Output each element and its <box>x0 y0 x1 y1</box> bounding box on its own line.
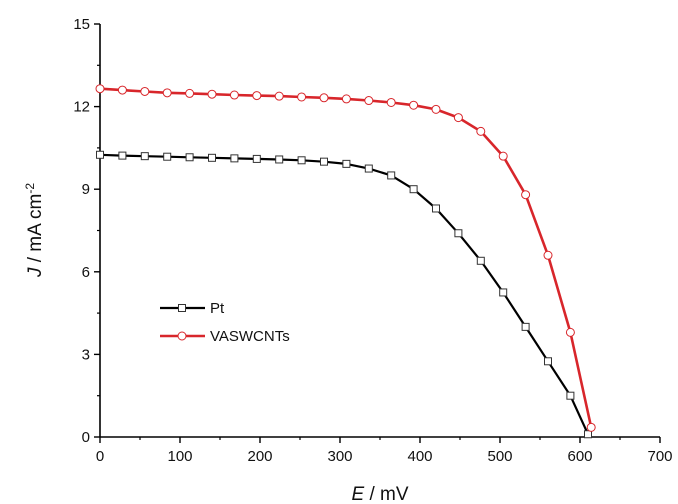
data-point <box>476 256 485 265</box>
y-axis-title: J / mA cm-2 <box>23 183 46 278</box>
x-tick-label: 600 <box>567 448 592 465</box>
data-point <box>386 97 396 107</box>
data-point <box>498 151 508 161</box>
data-point <box>96 150 104 159</box>
data-point <box>409 100 419 110</box>
data-point <box>342 159 351 168</box>
series-layer <box>95 84 596 439</box>
data-point <box>118 151 127 160</box>
data-point <box>229 90 239 100</box>
data-point <box>543 250 553 260</box>
y-tick-label: 12 <box>73 99 90 116</box>
axes: 0 100 200 300 400 500 600 700 0 3 6 9 12 15 <box>73 16 672 465</box>
data-point <box>297 156 306 165</box>
data-point <box>252 154 261 163</box>
x-tick-label: 400 <box>407 448 432 465</box>
y-tick-label: 15 <box>73 16 90 33</box>
data-point <box>208 153 216 162</box>
data-point <box>521 190 531 200</box>
data-point <box>431 104 441 114</box>
x-tick-label: 500 <box>487 448 512 465</box>
data-point <box>432 204 440 213</box>
y-tick-label: 9 <box>82 181 90 198</box>
data-point <box>341 94 351 104</box>
legend-label: VASWCNTs <box>210 328 290 345</box>
x-tick-label: 100 <box>167 448 192 465</box>
series-line-1 <box>99 87 593 428</box>
data-point <box>454 229 463 238</box>
data-point <box>162 88 172 98</box>
data-point <box>565 327 575 337</box>
data-point <box>319 93 329 103</box>
data-point <box>499 288 508 297</box>
data-point <box>275 155 284 164</box>
data-point <box>297 92 307 102</box>
legend-label: Pt <box>210 300 225 317</box>
y-tick-label: 0 <box>82 429 90 446</box>
data-point <box>521 322 530 331</box>
y-tick-label: 6 <box>82 264 90 281</box>
data-point <box>566 391 575 400</box>
data-point <box>95 84 105 94</box>
data-point <box>140 152 149 161</box>
data-point <box>409 185 418 194</box>
legend-marker <box>177 331 187 341</box>
data-point <box>364 96 374 106</box>
y-tick-label: 3 <box>82 346 90 363</box>
data-point <box>140 86 150 96</box>
data-point <box>230 154 239 163</box>
data-point <box>586 422 596 432</box>
data-point <box>476 126 486 136</box>
x-tick-label: 200 <box>247 448 272 465</box>
legend: Pt VASWCNTs <box>160 300 290 345</box>
data-point <box>117 85 127 95</box>
data-point <box>185 153 194 162</box>
legend-marker <box>178 304 186 312</box>
data-point <box>364 164 373 173</box>
data-point <box>544 357 552 366</box>
data-point <box>207 89 217 99</box>
data-point <box>320 157 328 166</box>
x-tick-label: 300 <box>327 448 352 465</box>
x-tick-label: 0 <box>96 448 104 465</box>
data-point <box>252 91 262 101</box>
x-axis-title: E / mV <box>351 484 408 504</box>
data-point <box>185 88 195 98</box>
series-line-0 <box>99 153 590 435</box>
data-point <box>453 113 463 123</box>
data-point <box>387 171 396 180</box>
data-point <box>274 91 284 101</box>
data-point <box>584 430 592 439</box>
x-tick-label: 700 <box>647 448 672 465</box>
data-point <box>163 152 172 161</box>
